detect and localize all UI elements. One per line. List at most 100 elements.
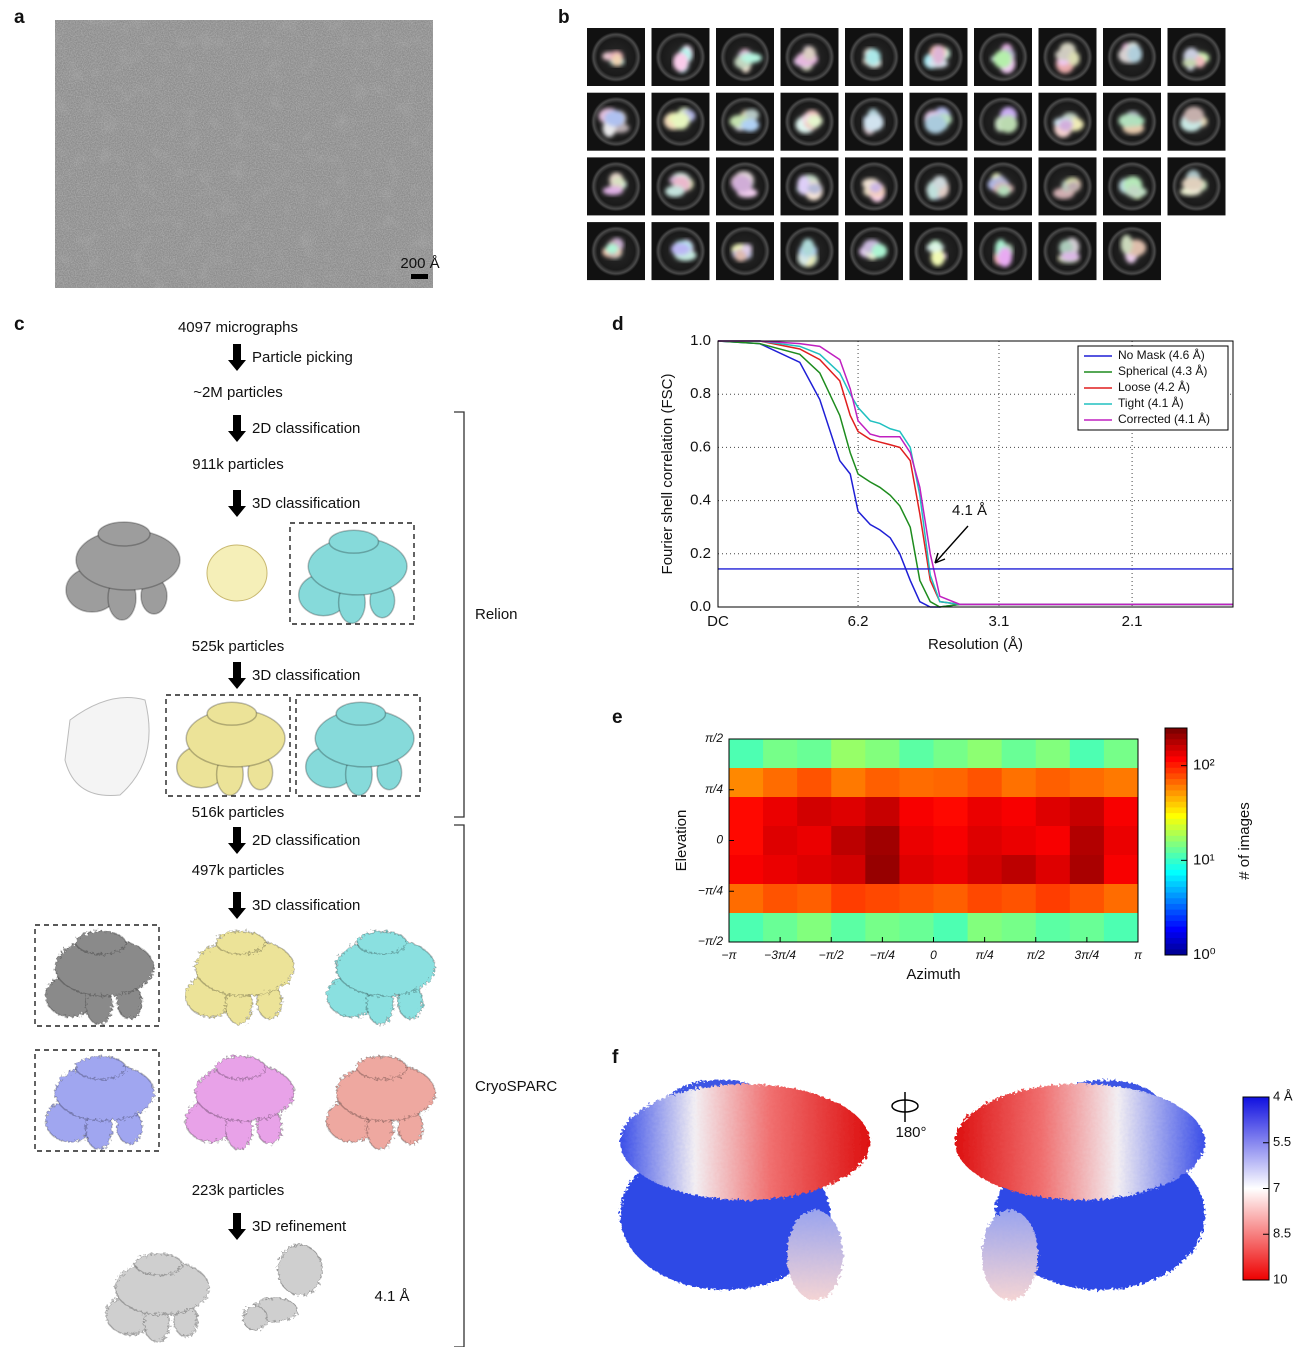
heatmap-cell <box>831 739 866 769</box>
density-map <box>46 931 154 1024</box>
y-tick-label: 0.4 <box>690 492 711 509</box>
workflow-step: 3D classification <box>252 667 360 684</box>
density-blob <box>671 243 690 255</box>
heatmap-cell <box>1002 884 1037 914</box>
density-blob <box>1067 181 1079 191</box>
heatmap-cell <box>763 797 798 827</box>
heatmap-cell <box>1002 826 1037 856</box>
heatmap-cell <box>729 913 764 943</box>
heatmap-cell <box>729 826 764 856</box>
flow-arrow <box>228 1213 246 1240</box>
x-tick-label: 0 <box>930 948 937 962</box>
panel-label: c <box>14 314 25 335</box>
colorbar-segment <box>1165 904 1187 910</box>
class-average <box>1103 28 1161 86</box>
colorbar-segment <box>1165 802 1187 808</box>
heatmap-cell <box>763 826 798 856</box>
legend-label: Spherical (4.3 Å) <box>1118 363 1207 378</box>
map-stalk <box>787 1210 843 1300</box>
heatmap-cell <box>831 855 866 885</box>
heatmap-cell <box>899 913 934 943</box>
heatmap-cell <box>831 826 866 856</box>
colorbar-segment <box>1165 807 1187 813</box>
heatmap-cell <box>934 739 969 769</box>
colorbar-segment <box>1165 847 1187 853</box>
heatmap-cell <box>797 855 832 885</box>
colorbar-segment <box>1165 864 1187 870</box>
density-blob <box>932 46 944 65</box>
density-blob <box>925 114 947 133</box>
annotation: 4.1 Å <box>952 502 987 519</box>
heatmap-cell <box>729 884 764 914</box>
colorbar-tick-label: 10¹ <box>1193 851 1215 868</box>
colorbar-segment <box>1165 938 1187 944</box>
class-average <box>974 93 1032 151</box>
density-blob <box>673 52 688 71</box>
density-blob <box>865 49 880 66</box>
density-blob <box>1068 51 1079 66</box>
colorbar-segment <box>1165 813 1187 819</box>
density-blob <box>1184 107 1204 123</box>
y-tick-label: −π/2 <box>698 934 723 948</box>
x-tick-label: 3.1 <box>989 613 1010 630</box>
colorbar-segment <box>1165 910 1187 916</box>
density-map <box>186 1056 294 1149</box>
heatmap-cell <box>1036 884 1071 914</box>
map-cap <box>336 702 385 725</box>
flow-arrow <box>228 662 246 689</box>
colorbar-segment <box>1165 932 1187 938</box>
density-map <box>186 931 294 1024</box>
heatmap-cell <box>1070 884 1105 914</box>
density-map <box>106 1254 209 1342</box>
workflow-step: 2D classification <box>252 420 360 437</box>
class-average <box>1039 93 1097 151</box>
colorbar-tick-label: 10⁰ <box>1193 946 1216 963</box>
x-tick-label: −π/2 <box>819 948 844 962</box>
density-blob <box>1060 252 1079 261</box>
density-blob <box>807 183 821 194</box>
colorbar-segment <box>1165 881 1187 887</box>
heatmap-cell <box>899 884 934 914</box>
heatmap-cell <box>1002 855 1037 885</box>
colorbar-segment <box>1165 915 1187 921</box>
heatmap-cell <box>1036 739 1071 769</box>
density-blob <box>742 244 752 254</box>
density-blob <box>797 176 809 195</box>
y-tick-label: 1.0 <box>690 332 711 349</box>
density-blob <box>863 115 883 132</box>
x-tick-label: −π <box>721 948 737 962</box>
class-average <box>587 157 645 215</box>
workflow-step: 3D classification <box>252 495 360 512</box>
density-map <box>327 1056 435 1149</box>
colorbar-segment <box>1165 944 1187 950</box>
heatmap-cell <box>1002 797 1037 827</box>
colorbar-segment <box>1165 870 1187 876</box>
class-average <box>587 93 645 151</box>
heatmap-cell <box>831 913 866 943</box>
density-blob <box>604 111 625 127</box>
particle-count: 525k particles <box>192 638 285 655</box>
class-average <box>1103 222 1161 280</box>
colorbar-segment <box>1165 734 1187 740</box>
legend-label: Tight (4.1 Å) <box>1118 395 1184 410</box>
map-flat <box>65 698 149 796</box>
density-map <box>243 1245 322 1330</box>
heatmap-cell <box>865 826 900 856</box>
heatmap-cell <box>934 768 969 798</box>
colorbar-segment <box>1165 796 1187 802</box>
map-cap <box>357 1056 406 1079</box>
heatmap-cell <box>1070 768 1105 798</box>
x-axis-label: Azimuth <box>906 966 960 983</box>
heatmap-cell <box>865 797 900 827</box>
particle-count: 497k particles <box>192 862 285 879</box>
class-average <box>1039 157 1097 215</box>
class-average <box>1168 157 1226 215</box>
heatmap-cell <box>968 768 1003 798</box>
heatmap-cell <box>797 884 832 914</box>
density-blob <box>997 185 1010 196</box>
y-tick-label: 0 <box>716 833 723 847</box>
y-tick-label: π/4 <box>705 782 723 796</box>
heatmap-cell <box>831 884 866 914</box>
heatmap-cell <box>831 797 866 827</box>
colorbar-label: # of images <box>1236 802 1253 880</box>
